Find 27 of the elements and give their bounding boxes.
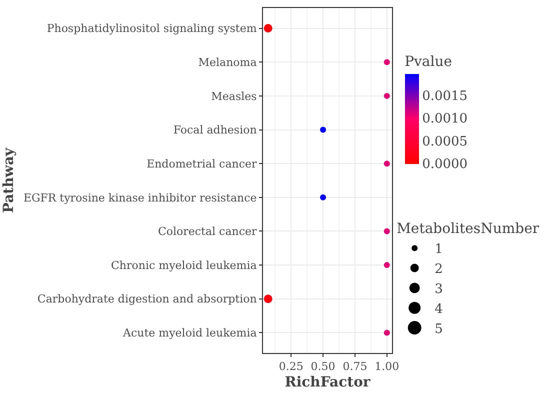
x-tick-label: 1.00 (374, 360, 400, 374)
y-tick-label: Colorectal cancer (158, 225, 258, 238)
y-tick-label: Phosphatidylinositol signaling system (46, 22, 258, 36)
color-bar-label: 0.0015 (422, 88, 468, 104)
color-bar-title: Pvalue (404, 54, 452, 70)
y-tick-label: Acute myeloid leukemia (122, 326, 258, 340)
color-bar-label: 0.0000 (422, 157, 468, 172)
legend-label: 2 (434, 262, 443, 278)
legend-label: 4 (434, 302, 443, 317)
y-tick-label: Endometrial cancer (146, 157, 258, 170)
y-tick-label: EGFR tyrosine kinase inhibitor resistance (23, 191, 257, 204)
y-tick-label: Chronic myeloid leukemia (111, 258, 258, 272)
color-bar-label: 0.0010 (422, 112, 468, 127)
y-tick-label: Focal adhesion (173, 124, 257, 137)
color-bar-label: 0.0005 (422, 134, 468, 150)
legend-label: 3 (434, 282, 443, 298)
legend-title: MetabolitesNumber (396, 221, 540, 238)
y-axis-title: Pathway (1, 147, 18, 214)
x-tick-label: 0.50 (310, 360, 336, 374)
x-axis-title: RichFactor (284, 374, 371, 390)
legend-label: 5 (434, 322, 443, 337)
y-tick-label: Melanoma (198, 56, 258, 69)
y-tick-label: Measles (211, 90, 258, 103)
legend-label: 1 (434, 242, 443, 258)
x-tick-label: 0.25 (278, 360, 304, 374)
y-tick-label: Carbohydrate digestion and absorption (37, 292, 257, 306)
x-tick-label: 0.75 (342, 360, 368, 374)
